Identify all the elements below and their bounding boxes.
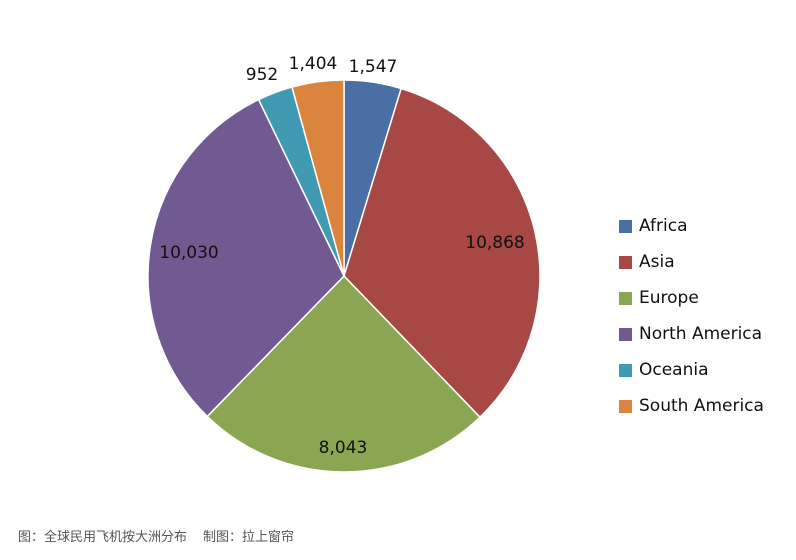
data-label-asia: 10,868 (465, 233, 524, 253)
legend-swatch (619, 219, 632, 233)
legend-label: North America (639, 323, 763, 344)
legend-item-asia: Asia (619, 244, 794, 280)
pie-slice-europe (206, 274, 482, 473)
legend-item-oceania: Oceania (619, 352, 794, 388)
caption-credit: 制图：拉上窗帘 (203, 530, 295, 545)
legend-item-europe: Europe (619, 280, 794, 316)
pie-slice-south-america (291, 79, 345, 277)
data-label-oceania: 952 (246, 65, 278, 85)
pie-slice-asia (343, 87, 541, 419)
legend-item-south-america: South America (619, 388, 794, 424)
legend-label: Africa (639, 215, 688, 236)
caption-title: 图：全球民用飞机按大洲分布 (18, 530, 188, 545)
data-label-north-america: 10,030 (159, 243, 218, 263)
legend-swatch (619, 255, 632, 269)
legend-item-north-america: North America (619, 316, 794, 352)
legend-label: Oceania (639, 359, 709, 380)
pie-chart: 1,547 10,868 8,043 10,030 952 1,404 Africa Asi… (147, 54, 794, 473)
pie-chart-svg: 1,547 10,868 8,043 10,030 952 1,404 (147, 54, 541, 473)
chart-legend: Africa Asia Europe North America Oceania Sout… (619, 208, 794, 424)
legend-label: South America (639, 395, 764, 416)
legend-item-africa: Africa (619, 208, 794, 244)
pie-slice-north-america (147, 98, 345, 418)
data-label-africa: 1,547 (349, 57, 398, 77)
data-label-south-america: 1,404 (289, 54, 338, 74)
legend-label: Europe (639, 287, 699, 308)
legend-swatch (619, 399, 632, 413)
figure-caption: 图：全球民用飞机按大洲分布 制图：拉上窗帘 (18, 526, 294, 545)
legend-swatch (619, 327, 632, 341)
legend-label: Asia (639, 251, 675, 272)
legend-swatch (619, 363, 632, 377)
data-label-europe: 8,043 (319, 438, 368, 458)
legend-swatch (619, 291, 632, 305)
